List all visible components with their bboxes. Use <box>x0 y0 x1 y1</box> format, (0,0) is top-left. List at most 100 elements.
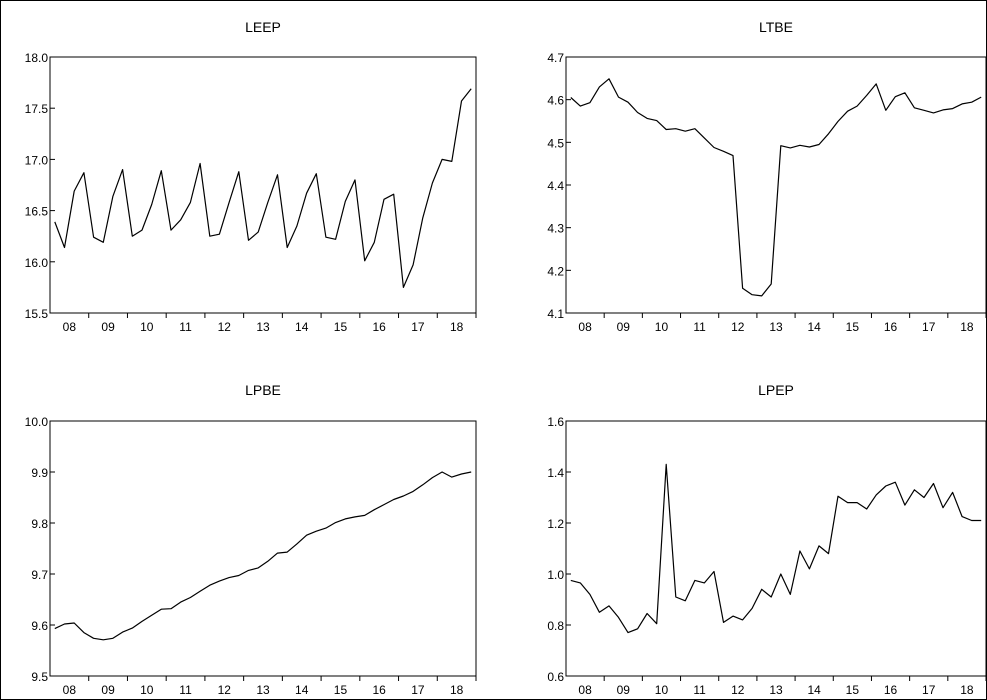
y-tick-label: 9.8 <box>31 517 48 531</box>
data-point <box>665 128 668 131</box>
panel-ltbe: LTBE 4.1 4.2 4.3 4.4 4.5 4.6 4.7 08 09 10 11 12 13 14… <box>547 19 987 334</box>
data-point <box>770 283 773 286</box>
data-point <box>884 485 887 488</box>
y-tick-label: 17.0 <box>25 153 49 167</box>
data-point <box>980 519 983 522</box>
x-tick-label: 14 <box>808 683 822 697</box>
x-tick-label: 18 <box>960 683 974 697</box>
y-tick-label: 18.0 <box>25 51 49 65</box>
data-point <box>295 225 298 228</box>
data-point <box>383 198 386 201</box>
x-tick-label: 11 <box>179 683 192 697</box>
data-point <box>980 96 983 99</box>
x-tick-label: 12 <box>731 683 745 697</box>
data-point <box>608 604 611 607</box>
data-point <box>703 581 706 584</box>
data-point <box>856 105 859 108</box>
data-point <box>170 229 173 232</box>
data-point <box>646 117 649 120</box>
data-point <box>693 579 696 582</box>
data-point <box>598 611 601 614</box>
data-point <box>102 241 105 244</box>
data-point <box>286 551 289 554</box>
y-tick-label: 16.0 <box>25 256 49 270</box>
data-point <box>305 534 308 537</box>
x-tick-label: 12 <box>218 683 232 697</box>
data-point <box>875 82 878 85</box>
data-point <box>932 111 935 114</box>
data-point <box>179 601 182 604</box>
x-tick-label: 18 <box>450 683 464 697</box>
x-tick-label: 08 <box>578 683 592 697</box>
data-point <box>713 146 716 149</box>
data-point <box>598 85 601 88</box>
x-tick-label: 13 <box>256 320 270 334</box>
data-point <box>228 576 231 579</box>
data-point <box>208 584 211 587</box>
x-tick-label: 16 <box>884 320 898 334</box>
data-point <box>92 236 95 239</box>
data-point <box>179 218 182 221</box>
data-point <box>363 514 366 517</box>
y-tick-label: 4.4 <box>547 179 564 193</box>
data-point <box>779 573 782 576</box>
y-tick-label: 4.6 <box>547 94 564 108</box>
data-point <box>373 508 376 511</box>
data-point <box>208 235 211 238</box>
data-point <box>627 631 630 634</box>
data-point <box>684 130 687 133</box>
data-point <box>111 637 114 640</box>
data-point <box>961 102 964 105</box>
data-point <box>779 144 782 147</box>
data-point <box>923 496 926 499</box>
data-point <box>237 574 240 577</box>
y-tick-label: 4.2 <box>547 264 564 278</box>
data-point <box>569 579 572 582</box>
data-point <box>111 195 114 198</box>
plot-area <box>49 56 477 314</box>
data-point <box>636 111 639 114</box>
data-point <box>636 627 639 630</box>
y-tick-label: 9.5 <box>31 670 48 684</box>
data-point <box>334 521 337 524</box>
data-point <box>170 607 173 610</box>
data-point <box>846 501 849 504</box>
data-point <box>63 246 66 249</box>
data-point <box>751 293 754 296</box>
series-line <box>54 471 472 641</box>
data-point <box>470 87 473 90</box>
data-point <box>82 631 85 634</box>
data-point <box>684 599 687 602</box>
x-tick-label: 09 <box>101 320 115 334</box>
data-point <box>665 463 668 466</box>
panel-lpep: LPEP 0.6 0.8 1.0 1.2 1.4 1.6 08 09 10 11 12 13 14 15 1… <box>547 382 987 697</box>
x-tick-label: 09 <box>617 683 631 697</box>
data-point <box>450 476 453 479</box>
x-tick-label: 16 <box>373 683 387 697</box>
data-point <box>286 246 289 249</box>
data-point <box>894 95 897 98</box>
y-tick-label: 4.5 <box>547 136 564 150</box>
x-tick-label: 15 <box>334 683 348 697</box>
data-point <box>617 616 620 619</box>
data-point <box>460 473 463 476</box>
x-tick-label: 18 <box>450 320 464 334</box>
data-point <box>818 143 821 146</box>
data-point <box>102 638 105 641</box>
x-tick-label: 13 <box>256 683 270 697</box>
data-point <box>970 101 973 104</box>
data-point <box>579 105 582 108</box>
data-point <box>655 622 658 625</box>
x-tick-label: 13 <box>769 320 783 334</box>
panel-lpbe: LPBE 9.5 9.6 9.7 9.8 9.9 10.0 08 09 10 11 12 13 14 15… <box>25 382 477 697</box>
data-point <box>741 618 744 621</box>
data-point <box>903 91 906 94</box>
data-point <box>402 495 405 498</box>
data-point <box>218 580 221 583</box>
data-point <box>276 173 279 176</box>
x-tick-label: 17 <box>411 683 425 697</box>
data-point <box>913 106 916 109</box>
data-point <box>894 481 897 484</box>
data-point <box>693 127 696 130</box>
data-point <box>324 527 327 530</box>
